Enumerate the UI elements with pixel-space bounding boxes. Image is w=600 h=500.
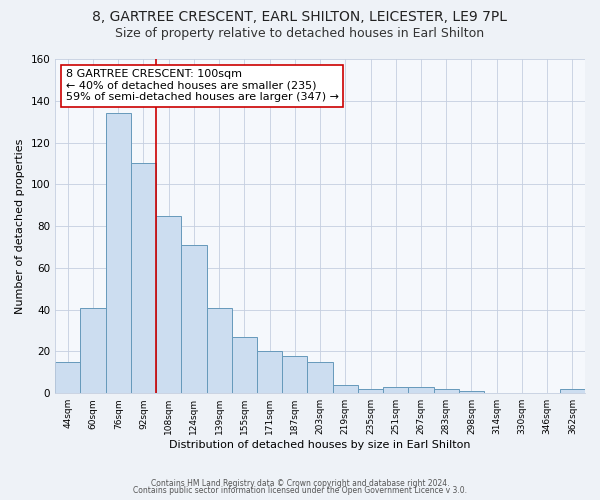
Bar: [434, 389, 459, 393]
Bar: [358, 389, 383, 393]
Bar: [560, 389, 585, 393]
Bar: [55, 362, 80, 393]
Bar: [156, 216, 181, 393]
Bar: [106, 114, 131, 393]
Bar: [282, 356, 307, 393]
Text: Size of property relative to detached houses in Earl Shilton: Size of property relative to detached ho…: [115, 28, 485, 40]
Bar: [307, 362, 332, 393]
X-axis label: Distribution of detached houses by size in Earl Shilton: Distribution of detached houses by size …: [169, 440, 471, 450]
Text: Contains public sector information licensed under the Open Government Licence v : Contains public sector information licen…: [133, 486, 467, 495]
Text: Contains HM Land Registry data © Crown copyright and database right 2024.: Contains HM Land Registry data © Crown c…: [151, 478, 449, 488]
Bar: [232, 337, 257, 393]
Bar: [257, 352, 282, 393]
Bar: [131, 164, 156, 393]
Bar: [332, 385, 358, 393]
Text: 8 GARTREE CRESCENT: 100sqm
← 40% of detached houses are smaller (235)
59% of sem: 8 GARTREE CRESCENT: 100sqm ← 40% of deta…: [66, 69, 339, 102]
Bar: [206, 308, 232, 393]
Bar: [409, 387, 434, 393]
Bar: [181, 245, 206, 393]
Y-axis label: Number of detached properties: Number of detached properties: [15, 138, 25, 314]
Bar: [80, 308, 106, 393]
Bar: [459, 391, 484, 393]
Text: 8, GARTREE CRESCENT, EARL SHILTON, LEICESTER, LE9 7PL: 8, GARTREE CRESCENT, EARL SHILTON, LEICE…: [92, 10, 508, 24]
Bar: [383, 387, 409, 393]
